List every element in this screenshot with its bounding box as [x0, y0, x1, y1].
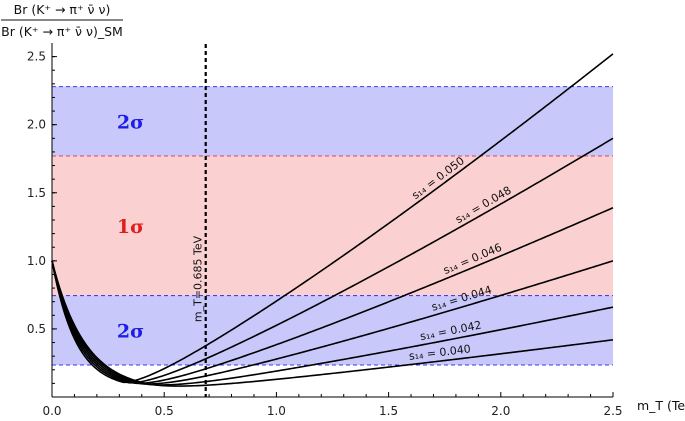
confidence-bands	[52, 86, 613, 366]
curve-s14-0.048	[51, 137, 614, 384]
x-axis-label: m_T (TeV)	[637, 398, 685, 413]
x-tick-label: 1.5	[379, 404, 398, 418]
band-label-1: 2σ	[117, 111, 144, 133]
x-tick-label: 0.0	[42, 404, 61, 418]
svg-text:Br (K⁺ → π⁺ ν̄ ν): Br (K⁺ → π⁺ ν̄ ν)	[14, 2, 111, 17]
x-tick-label: 2.0	[491, 404, 510, 418]
y-axis-label: Br (K⁺ → π⁺ ν̄ ν) Br (K⁺ → π⁺ ν̄ ν)_SM	[1, 2, 123, 39]
curves	[51, 53, 614, 387]
axes: 0.0 0.5 1.0 1.5 2.0 2.5 0.5 1.0 1.5 2.0 2.5	[27, 43, 623, 418]
x-tick-label: 2.5	[603, 404, 622, 418]
x-tick-label: 1.0	[267, 404, 286, 418]
curve-s14-0.04	[51, 260, 614, 387]
y-label-numerator: Br (K⁺ → π⁺ ν̄ ν)	[14, 2, 111, 17]
x-tick-label: 0.5	[155, 404, 174, 418]
y-tick-label: 0.5	[27, 322, 46, 336]
band-label-2: 1σ	[117, 216, 144, 238]
vertical-marker-label: m_T=0.685 TeV	[192, 235, 205, 322]
y-tick-label: 1.5	[27, 186, 46, 200]
sigma-labels: 2σ 1σ 2σ	[117, 111, 144, 342]
band-label-3: 2σ	[117, 320, 144, 342]
y-tick-label: 2.5	[27, 50, 46, 64]
svg-text:Br (K⁺ → π⁺ ν̄ ν)_SM: Br (K⁺ → π⁺ ν̄ ν)_SM	[1, 24, 123, 39]
band-3	[52, 295, 613, 366]
vertical-marker: m_T=0.685 TeV	[192, 44, 207, 397]
y-tick-label: 2.0	[27, 118, 46, 132]
band-2	[52, 156, 613, 296]
curve-s14-0.05	[51, 53, 614, 384]
y-label-denominator: Br (K⁺ → π⁺ ν̄ ν)_SM	[1, 24, 123, 39]
y-tick-label: 1.0	[27, 254, 46, 268]
band-1	[52, 86, 613, 157]
